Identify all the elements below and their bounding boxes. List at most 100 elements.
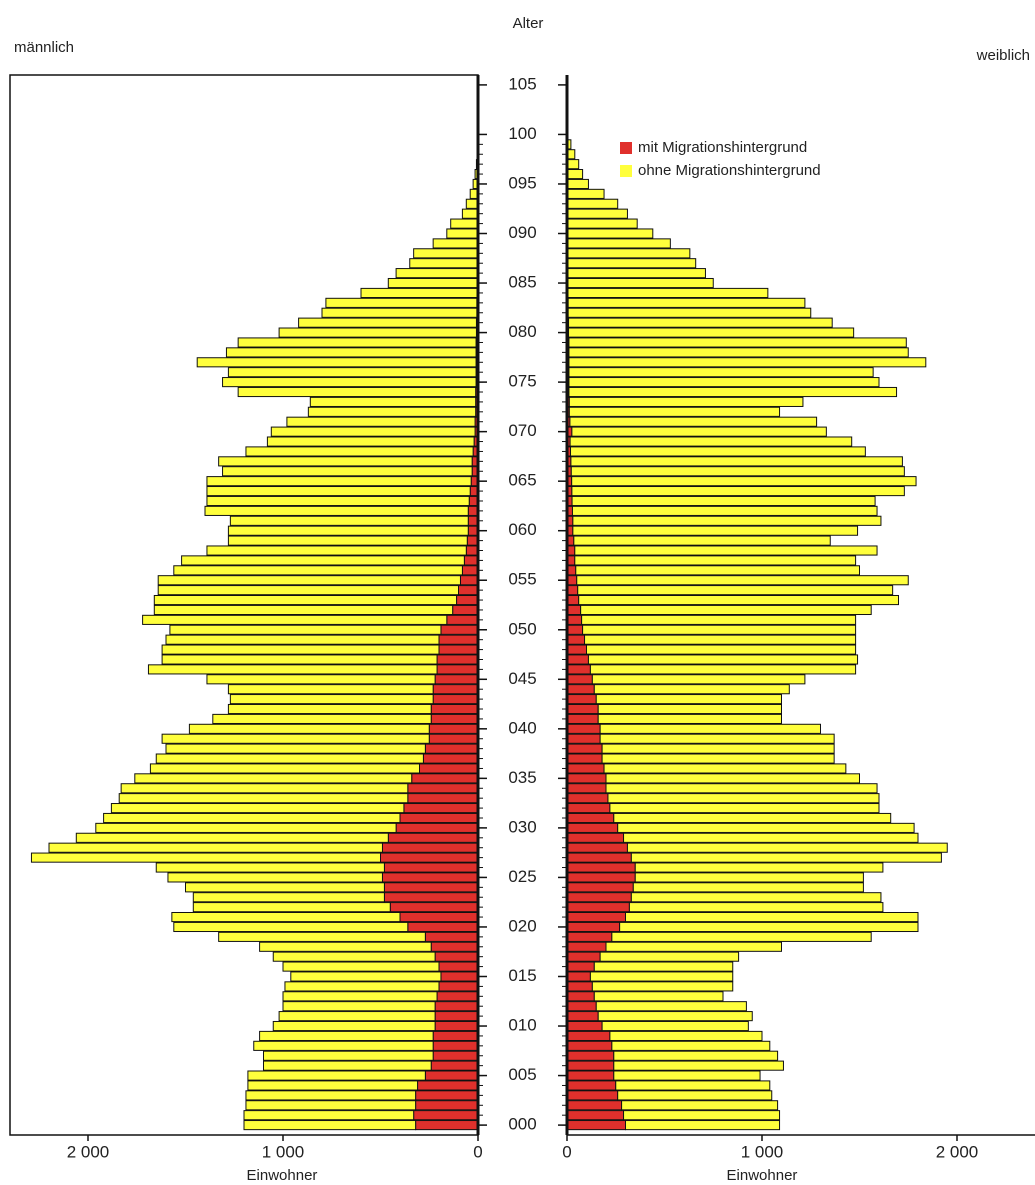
bar-segment — [196, 357, 477, 368]
bar-segment — [566, 911, 626, 923]
bar-segment — [566, 793, 609, 804]
bar-segment — [263, 1050, 434, 1061]
bar-segment — [566, 1050, 615, 1061]
bar-segment — [432, 1050, 479, 1061]
bar-segment — [206, 476, 472, 487]
bar-segment — [593, 684, 790, 695]
bar-segment — [634, 872, 864, 883]
y-tick-label: 035 — [508, 768, 536, 787]
bar-segment — [575, 565, 861, 576]
bar-segment — [566, 941, 607, 952]
bar-segment — [282, 961, 440, 972]
x-tick-label: 2 000 — [936, 1142, 979, 1161]
bar-segment — [566, 198, 619, 209]
bar-segment — [95, 822, 397, 833]
bar-segment — [466, 535, 479, 546]
bar-segment — [153, 604, 454, 616]
bar-segment — [434, 1001, 479, 1012]
bar-segment — [576, 575, 909, 586]
bar-segment — [597, 703, 783, 715]
bar-segment — [188, 723, 430, 734]
bar-segment — [432, 1040, 479, 1051]
bar-segment — [566, 723, 601, 734]
bar-segment — [227, 525, 469, 536]
bar-segment — [259, 1030, 434, 1041]
bar-segment — [569, 416, 818, 427]
bar-segment — [566, 1090, 619, 1101]
bar-segment — [621, 1100, 779, 1111]
bar-segment — [387, 832, 479, 843]
bar-segment — [243, 1110, 415, 1121]
bar-segment — [165, 634, 440, 645]
bar-segment — [270, 426, 476, 437]
bar-segment — [309, 396, 477, 407]
bar-segment — [424, 931, 479, 942]
y-tick-label: 005 — [508, 1065, 536, 1084]
bar-segment — [399, 812, 479, 824]
y-tick-label: 020 — [508, 916, 536, 935]
bar-segment — [461, 208, 479, 219]
left-label: männlich — [14, 39, 74, 56]
y-tick-label: 070 — [508, 421, 536, 440]
bar-segment — [611, 931, 872, 942]
bar-segment — [566, 902, 630, 913]
bar-segment — [566, 1030, 611, 1041]
bar-segment — [387, 277, 478, 289]
bar-segment — [566, 604, 582, 616]
bar-segment — [567, 297, 806, 308]
x-tick-label: 0 — [562, 1142, 571, 1161]
bar-segment — [171, 911, 401, 923]
bar-segment — [383, 862, 479, 873]
bar-segment — [630, 852, 942, 863]
bar-segment — [434, 951, 479, 962]
bar-segment — [446, 228, 479, 239]
bar-segment — [623, 832, 919, 843]
bar-segment — [456, 594, 479, 606]
bar-segment — [381, 842, 479, 853]
bar-segment — [432, 1030, 479, 1041]
bar-segment — [566, 743, 603, 754]
bar-segment — [165, 743, 426, 754]
bar-segment — [75, 832, 389, 843]
bar-segment — [222, 466, 473, 477]
y-tick-label: 085 — [508, 273, 536, 292]
bar-segment — [272, 951, 436, 962]
bar-segment — [407, 793, 479, 804]
bar-segment — [465, 545, 479, 556]
bar-segment — [572, 515, 882, 526]
bar-segment — [570, 456, 903, 467]
bar-segment — [428, 733, 479, 744]
bar-segment — [599, 723, 822, 734]
bar-segment — [424, 1070, 479, 1081]
bar-segment — [566, 971, 591, 982]
bar-segment — [438, 644, 479, 655]
bar-segment — [601, 1020, 749, 1032]
bar-segment — [415, 1090, 479, 1101]
bar-segment — [567, 268, 706, 279]
bar-segment — [566, 961, 595, 972]
bar-segment — [630, 892, 882, 903]
bar-segment — [438, 634, 479, 645]
bar-segment — [628, 902, 884, 913]
bar-segment — [424, 743, 479, 754]
bar-segment — [605, 783, 878, 794]
bar-segment — [568, 396, 804, 407]
bar-segment — [611, 1040, 771, 1051]
bar-segment — [566, 159, 580, 170]
bar-segment — [436, 991, 479, 1002]
bar-segment — [118, 793, 409, 804]
bar-segment — [380, 852, 479, 863]
bar-segment — [161, 644, 440, 655]
bar-segment — [407, 783, 479, 794]
bar-segment — [566, 852, 632, 863]
bar-segment — [566, 188, 605, 199]
bar-segment — [206, 674, 436, 685]
bar-segment — [634, 862, 884, 873]
bar-segment — [229, 515, 469, 526]
bar-segment — [613, 812, 892, 824]
bar-segment — [134, 773, 413, 784]
bar-segment — [567, 248, 691, 259]
bar-segment — [570, 446, 866, 457]
bar-segment — [399, 911, 479, 923]
bar-segment — [605, 941, 782, 952]
